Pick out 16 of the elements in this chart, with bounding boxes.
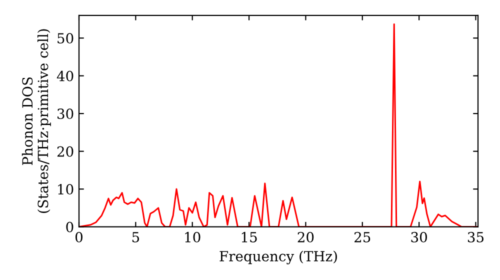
x-tick-label: 0: [75, 232, 82, 242]
y-tick-label: 0: [66, 222, 74, 232]
x-tick-label: 10: [185, 232, 200, 242]
y-tick-label: 50: [58, 33, 74, 44]
y-axis-title: Phonon DOS (States/THz·primitive cell): [22, 29, 51, 213]
y-tick-label: 40: [56, 70, 74, 82]
x-tick-label: 25: [354, 232, 370, 242]
x-tick-label: 15: [242, 232, 257, 242]
x-axis-title: Frequency (THz): [220, 250, 337, 264]
x-tick-label: 5: [132, 232, 140, 242]
x-tick-label: 30: [411, 232, 427, 242]
y-tick-label: 10: [58, 184, 74, 195]
y-tick-label: 20: [57, 146, 74, 157]
y-tick-label: 30: [58, 108, 74, 120]
x-tick-label: 35: [468, 232, 484, 242]
x-tick-label: 20: [298, 232, 314, 242]
